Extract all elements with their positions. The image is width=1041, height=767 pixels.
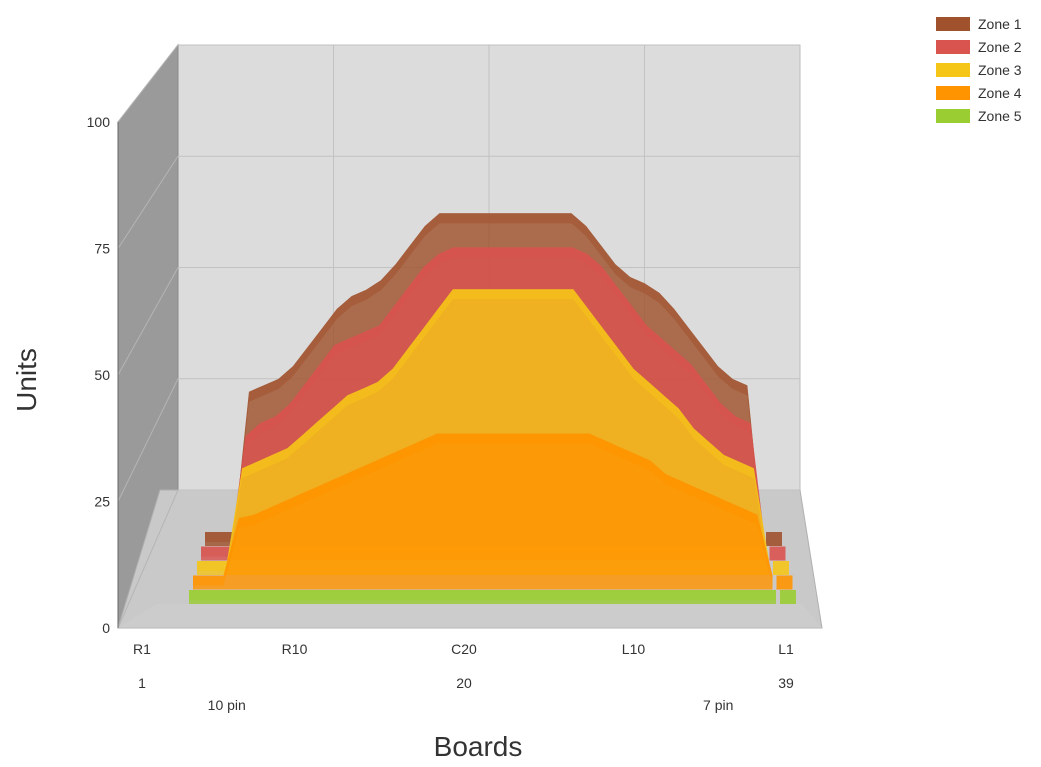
legend-item-zone-1: Zone 1 [936,12,1022,35]
x-annotation: 10 pin [208,697,246,713]
end-cap-zone-5 [780,590,796,604]
gridline-side [117,489,179,629]
gridline-side [117,378,179,502]
legend-item-zone-3: Zone 3 [936,58,1022,81]
legend-label-zone-4: Zone 4 [978,84,1022,101]
x-tick-label-index: 20 [456,675,472,691]
chart-legend: Zone 1 Zone 2 Zone 3 Zone 4 Zone 5 [936,12,1022,127]
legend-swatch-zone-1 [936,16,970,31]
end-cap-zone-4 [776,575,793,590]
gridline-side [117,44,179,123]
y-tick-label: 0 [102,620,110,636]
ridge-zone-5 [189,590,776,600]
x-tick-label: R10 [282,641,308,657]
legend-label-zone-1: Zone 1 [978,15,1022,32]
legend-label-zone-3: Zone 3 [978,61,1022,78]
gridline-side [117,267,179,376]
x-tick-label: C20 [451,641,477,657]
legend-swatch-zone-2 [936,39,970,54]
y-tick-label: 100 [87,114,111,130]
end-cap-zone-3 [773,561,789,575]
x-tick-label: L1 [778,641,794,657]
legend-item-zone-5: Zone 5 [936,104,1022,127]
legend-label-zone-2: Zone 2 [978,38,1022,55]
legend-swatch-zone-5 [936,108,970,123]
y-tick-label: 75 [94,241,110,257]
y-tick-label: 25 [94,494,110,510]
x-tick-label: R1 [133,641,151,657]
legend-swatch-zone-3 [936,62,970,77]
x-tick-label-index: 1 [138,675,146,691]
gridline-side [117,155,179,249]
legend-item-zone-2: Zone 2 [936,35,1022,58]
y-tick-label: 50 [94,367,110,383]
legend-label-zone-5: Zone 5 [978,107,1022,124]
ridge-zone-3 [197,289,769,571]
legend-item-zone-4: Zone 4 [936,81,1022,104]
x-axis-title: Boards [434,731,523,762]
area-zone-4 [193,433,773,590]
floor-lip [118,604,822,628]
x-annotation: 7 pin [703,697,733,713]
y-axis-title: Units [11,348,42,412]
x-tick-label-index: 39 [778,675,794,691]
end-cap-zone-1 [766,532,782,546]
end-cap-zone-2 [769,546,786,561]
x-tick-label: L10 [622,641,646,657]
legend-swatch-zone-4 [936,85,970,100]
